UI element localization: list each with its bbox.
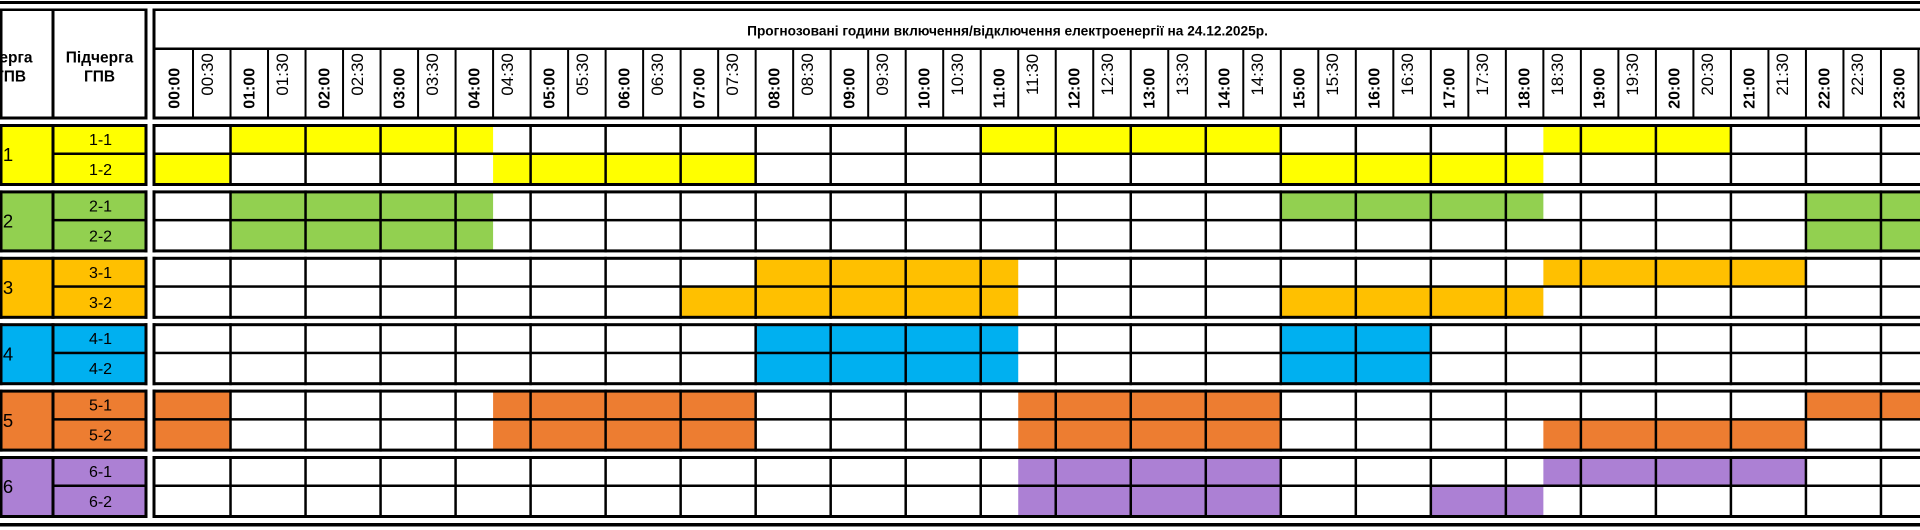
svg-text:2-1: 2-1 [89,198,112,215]
svg-text:01:00: 01:00 [241,68,258,109]
svg-text:22:00: 22:00 [1817,68,1834,109]
svg-text:22:30: 22:30 [1848,53,1867,96]
svg-text:09:00: 09:00 [841,68,858,109]
svg-text:13:00: 13:00 [1142,68,1159,109]
svg-text:Прогнозовані години включення/: Прогнозовані години включення/відключенн… [747,24,1268,39]
svg-text:15:30: 15:30 [1323,53,1342,96]
svg-text:16:00: 16:00 [1367,68,1384,109]
svg-text:3-2: 3-2 [89,295,112,312]
svg-text:10:30: 10:30 [948,53,967,96]
svg-text:19:30: 19:30 [1623,53,1642,96]
svg-text:ГПВ: ГПВ [0,69,26,86]
svg-text:11:30: 11:30 [1023,54,1042,95]
svg-text:16:30: 16:30 [1398,53,1417,96]
svg-text:ГПВ: ГПВ [84,69,115,86]
svg-text:04:00: 04:00 [466,68,483,109]
svg-text:05:00: 05:00 [541,68,558,109]
svg-text:08:30: 08:30 [798,53,817,96]
svg-text:03:30: 03:30 [423,53,442,96]
svg-text:00:00: 00:00 [166,68,183,109]
svg-text:09:30: 09:30 [873,53,892,96]
svg-text:13:30: 13:30 [1173,53,1192,96]
svg-text:14:00: 14:00 [1217,68,1234,109]
svg-text:18:00: 18:00 [1517,68,1534,109]
svg-text:17:00: 17:00 [1442,68,1459,109]
svg-text:14:30: 14:30 [1248,53,1267,96]
svg-text:4-1: 4-1 [89,331,112,348]
svg-text:10:00: 10:00 [916,68,933,109]
svg-text:Черга: Черга [0,50,33,67]
svg-text:00:30: 00:30 [198,53,217,96]
svg-text:07:30: 07:30 [723,53,742,96]
svg-text:01:30: 01:30 [273,53,292,96]
svg-text:12:00: 12:00 [1067,68,1084,109]
svg-text:04:30: 04:30 [498,53,517,96]
svg-text:6-1: 6-1 [89,464,112,481]
svg-text:06:30: 06:30 [648,53,667,96]
svg-text:05:30: 05:30 [573,53,592,96]
svg-text:5: 5 [3,410,13,431]
svg-text:12:30: 12:30 [1098,53,1117,96]
svg-text:3-1: 3-1 [89,265,112,282]
svg-text:07:00: 07:00 [691,68,708,109]
svg-text:18:30: 18:30 [1548,53,1567,96]
svg-text:20:00: 20:00 [1667,68,1684,109]
svg-text:02:30: 02:30 [348,53,367,96]
svg-text:20:30: 20:30 [1698,53,1717,96]
svg-text:3: 3 [3,277,13,298]
svg-text:5-2: 5-2 [89,428,112,445]
svg-text:2-2: 2-2 [89,228,112,245]
svg-text:Підчерга: Підчерга [66,50,134,67]
svg-text:5-1: 5-1 [89,398,112,415]
svg-text:1-2: 1-2 [89,162,112,179]
svg-text:03:00: 03:00 [391,68,408,109]
svg-text:6: 6 [3,476,13,497]
svg-text:4-2: 4-2 [89,361,112,378]
svg-text:19:00: 19:00 [1592,68,1609,109]
svg-text:2: 2 [3,211,13,232]
svg-text:21:00: 21:00 [1742,68,1759,109]
svg-text:02:00: 02:00 [316,68,333,109]
svg-text:08:00: 08:00 [766,68,783,109]
svg-text:4: 4 [3,343,13,364]
svg-text:23:00: 23:00 [1892,68,1909,109]
svg-text:1-1: 1-1 [89,132,112,149]
svg-text:17:30: 17:30 [1473,53,1492,96]
svg-text:11:00: 11:00 [991,68,1008,108]
svg-text:15:00: 15:00 [1292,68,1309,109]
svg-text:6-2: 6-2 [89,494,112,511]
svg-text:1: 1 [3,144,13,165]
svg-text:21:30: 21:30 [1773,53,1792,96]
svg-text:06:00: 06:00 [616,68,633,109]
